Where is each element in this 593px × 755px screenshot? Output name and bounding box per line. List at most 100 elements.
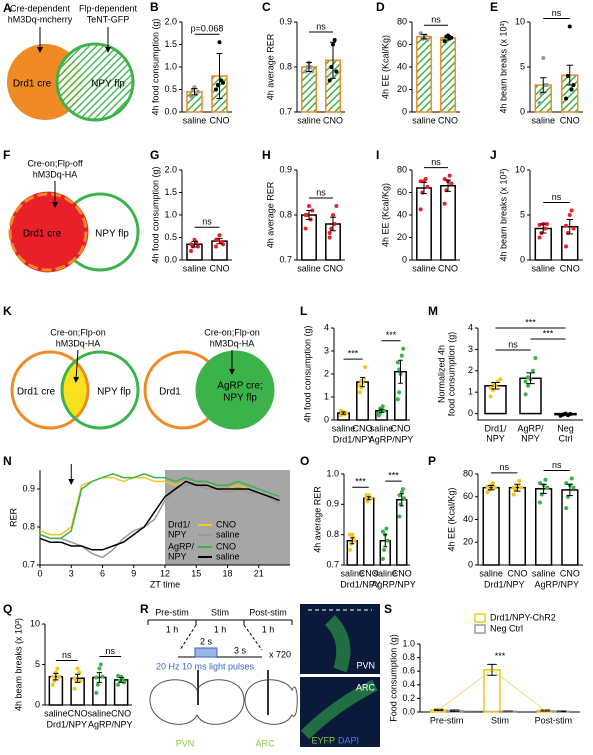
y-tick-label: 0 — [468, 559, 473, 569]
x-tick-label: 12 — [160, 568, 170, 578]
x-tick-label: saline — [183, 115, 207, 125]
x-tick-label: NPY — [486, 433, 505, 443]
data-point — [447, 173, 452, 178]
venn-f: F Cre-on;Flp-off hM3Dq-HA Drd1 cre NPY f… — [3, 148, 140, 273]
data-point — [564, 506, 569, 511]
x-tick-label: 21 — [254, 568, 264, 578]
venn-k: K Cre-on;Flp-on hM3Dq-HA Drd1 cre NPY fl… — [3, 304, 275, 430]
data-point — [94, 675, 99, 680]
comparison-label: ns — [202, 217, 212, 227]
x-tick-label: CNO — [438, 115, 458, 125]
y-tick-label: 20 — [463, 537, 473, 547]
y-tick-label: 40 — [397, 61, 407, 71]
x-tick-label: saline — [44, 708, 68, 718]
circle — [8, 192, 88, 272]
label: NPY flp — [95, 229, 129, 240]
error-bar — [540, 77, 547, 93]
brain — [149, 679, 245, 725]
panel-letter: N — [3, 454, 12, 468]
data-point — [75, 666, 80, 671]
axis — [477, 328, 583, 421]
legend-label: saline — [216, 529, 240, 539]
error-bar — [399, 493, 404, 507]
data-point — [303, 226, 308, 231]
bar — [301, 66, 317, 113]
data-point — [385, 538, 390, 543]
data-point — [523, 379, 528, 384]
data-point — [50, 674, 55, 679]
error-bar — [540, 483, 547, 494]
x-tick-label: CNO — [210, 115, 230, 125]
protocol-r: R Pre-stim Stim Post-stim 1 h 1 h 1 h 2 … — [140, 602, 380, 748]
x-tick-label: CNO — [560, 263, 580, 273]
error-bar — [540, 223, 547, 234]
panel-letter: O — [300, 454, 309, 468]
x-tick-label: CNO — [438, 263, 458, 273]
legend-label: CNO — [216, 519, 236, 529]
y-tick-label: 0.8 — [22, 521, 35, 531]
x-tick-label: CNO — [353, 423, 373, 433]
legend-group: Drd1/ — [168, 519, 191, 529]
brain — [244, 679, 298, 725]
y-tick-label: 0 — [402, 254, 407, 264]
error-bar — [53, 672, 59, 681]
group-label: AgRP/NPY — [371, 579, 416, 589]
error-bar — [330, 41, 336, 79]
data-point — [116, 682, 121, 687]
x-tick-label: Neg — [557, 423, 574, 433]
bar — [416, 187, 432, 261]
data-point — [334, 69, 339, 74]
series-line — [39, 476, 280, 536]
y-tick-label: 1.5 — [164, 39, 177, 49]
data-point — [72, 686, 77, 691]
bar — [301, 214, 317, 261]
circle — [55, 42, 135, 122]
data-point — [363, 365, 368, 370]
data-point — [397, 493, 402, 498]
label: PVN — [176, 738, 195, 748]
group-label: AgRP/NPY — [88, 719, 133, 729]
y-tick-label: 10 — [515, 16, 525, 26]
group-label: Drd1/NPY — [333, 434, 374, 444]
panel-letter: E — [490, 0, 498, 14]
panel-letter: M — [428, 304, 438, 318]
y-tick-label: 1.5 — [164, 187, 177, 197]
y-tick-label: 60 — [397, 39, 407, 49]
data-point — [397, 514, 402, 519]
data-point — [523, 392, 528, 397]
data-point — [369, 496, 374, 501]
data-point — [100, 674, 105, 679]
x-tick-label: Ctrl — [559, 433, 573, 443]
error-bar — [330, 216, 336, 232]
y-axis-label: 4h EE (Kcal/Kg) — [446, 487, 456, 551]
comparison-label: ns — [105, 646, 115, 656]
bar — [416, 35, 432, 113]
group-label: Drd1/NPY — [484, 579, 525, 589]
comparison-label: *** — [388, 471, 399, 481]
x-tick-label: CNO — [323, 115, 343, 125]
x-tick-label: 15 — [191, 568, 201, 578]
y-axis-label: 4h average RER — [265, 33, 275, 100]
data-point — [569, 208, 574, 213]
error-bar — [566, 483, 574, 497]
data-point — [365, 499, 370, 504]
x-tick-label: Drd1/ — [484, 423, 507, 433]
y-tick-label: 0.7 — [279, 254, 292, 264]
y-tick-label: 0.4 — [402, 679, 415, 689]
data-point — [569, 476, 574, 481]
y-tick-label: 3 — [324, 345, 329, 355]
y-axis-label: 4h food consumption (g) — [302, 325, 312, 422]
panel-letter: F — [3, 148, 10, 162]
data-point — [544, 222, 549, 226]
x-tick-label: saline — [412, 263, 436, 273]
overlap — [62, 352, 88, 428]
y-axis-label: 4h EE (Kcal/Kg) — [380, 183, 390, 247]
y-tick-label: 1 — [324, 391, 329, 401]
y-tick-label: 0.8 — [326, 529, 339, 539]
data-point — [327, 235, 332, 240]
data-point — [380, 529, 385, 534]
label: Drd1 — [159, 387, 181, 398]
comparison-label: p=0.068 — [191, 24, 224, 34]
comparison-label: ns — [552, 460, 562, 470]
label: PVN — [356, 660, 375, 670]
